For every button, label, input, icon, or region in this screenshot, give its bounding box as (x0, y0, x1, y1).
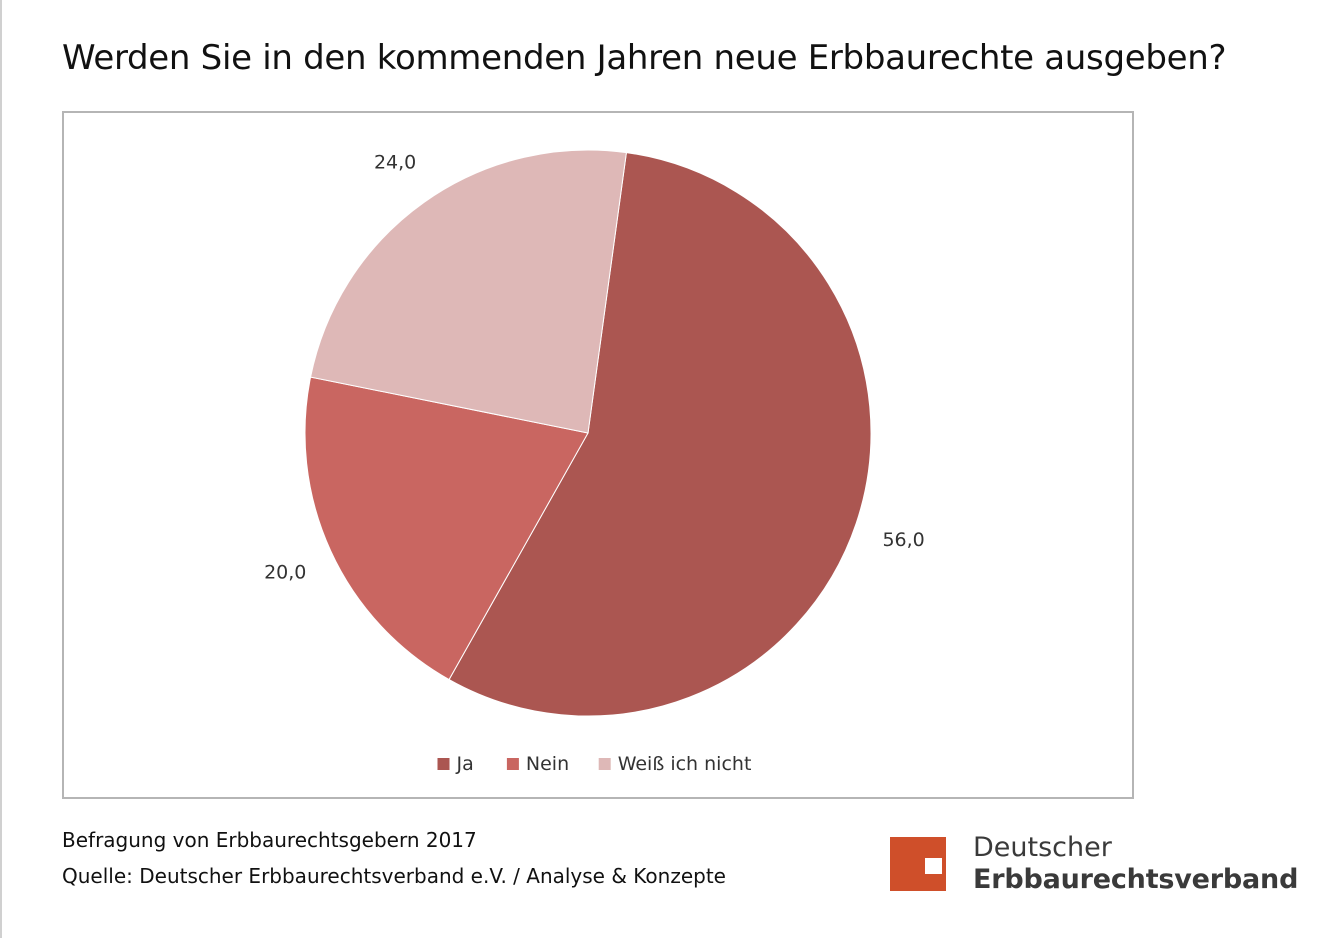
pie-slice-weiss-ich-nicht (309, 149, 627, 434)
pie-chart: 56,0 20,0 24,0 Ja Nein Weiß ich nicht (264, 149, 925, 775)
logo-line-1: Deutscher (973, 832, 1112, 863)
chart-title: Werden Sie in den kommenden Jahren neue … (62, 38, 1227, 78)
logo-mark-icon (890, 837, 946, 891)
footer-survey-note: Befragung von Erbbaurechtsgebern 2017 (62, 828, 477, 852)
legend-swatch-nein (506, 758, 519, 770)
legend-label-ja: Ja (456, 753, 474, 775)
legend-label-nein: Nein (526, 753, 569, 775)
chart-frame: 56,0 20,0 24,0 Ja Nein Weiß ich nicht (62, 111, 1134, 799)
logo-line-2: Erbbaurechtsverband (973, 864, 1299, 895)
footer-source-note: Quelle: Deutscher Erbbaurechtsverband e.… (62, 864, 726, 888)
logo-wordmark: Deutscher Erbbaurechtsverband (973, 832, 1298, 896)
data-label-ja: 56,0 (882, 529, 924, 551)
page-left-border (0, 0, 2, 938)
pie-slice-nein (304, 376, 589, 681)
pie-slice-ja (448, 152, 872, 717)
legend-label-weiss-ich-nicht: Weiß ich nicht (618, 753, 752, 775)
data-label-weiss-ich-nicht: 24,0 (374, 152, 416, 174)
data-label-nein: 20,0 (264, 562, 306, 584)
legend-swatch-weiss-ich-nicht (598, 758, 611, 770)
legend-swatch-ja (437, 758, 450, 770)
